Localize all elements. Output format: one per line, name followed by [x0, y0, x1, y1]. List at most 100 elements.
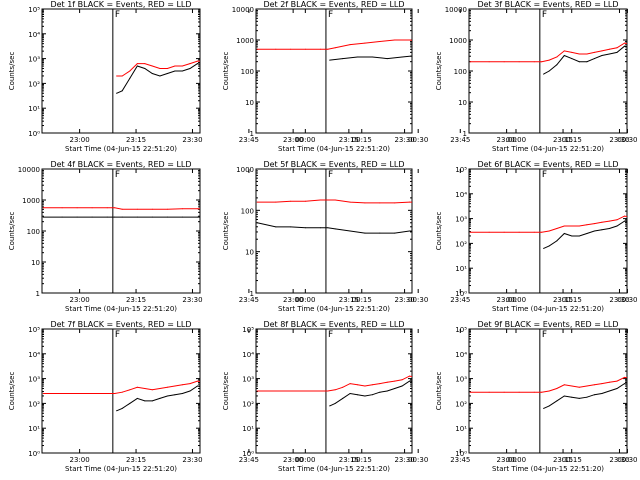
series-point-lld — [624, 376, 625, 378]
series-point-lld — [386, 381, 388, 383]
y-tick-label: 10¹ — [28, 425, 40, 433]
series-point-lld — [61, 393, 63, 394]
y-tick-label: 100 — [27, 228, 40, 236]
series-point-events — [601, 229, 603, 231]
series-point-lld — [197, 208, 198, 210]
series-point-lld — [181, 65, 183, 67]
y-tick-label: 10⁴ — [28, 351, 40, 359]
series-point-events — [197, 63, 198, 65]
series-point-lld — [305, 48, 306, 50]
x-tick-label: 23:15 — [553, 456, 573, 464]
series-line-events — [329, 55, 412, 61]
series-point-events — [151, 73, 153, 74]
x-tick-label: 00:30 — [408, 296, 428, 304]
series-group — [469, 376, 627, 409]
chart-panel-det4f: Det 4f BLACK = Events, RED = LLD11010010… — [8, 160, 428, 313]
series-point-lld — [76, 207, 78, 209]
series-point-lld — [275, 201, 277, 203]
series-point-events — [197, 216, 198, 218]
series-point-events — [329, 59, 331, 61]
series-point-lld — [518, 391, 520, 393]
series-point-events — [578, 397, 580, 399]
marker-label: F — [328, 170, 333, 180]
x-tick-label: 00:30 — [408, 136, 428, 144]
y-tick-label: 10¹ — [455, 265, 467, 273]
x-tick-label: 00:15 — [352, 136, 372, 144]
series-point-lld — [42, 207, 44, 209]
y-tick-label: 10⁰ — [455, 450, 467, 458]
x-tick-label: 00:30 — [617, 296, 637, 304]
y-tick-label: 1000 — [236, 166, 254, 174]
series-point-lld — [121, 75, 123, 77]
series-point-lld — [409, 39, 410, 41]
series-point-events — [386, 390, 388, 392]
series-point-events — [189, 390, 191, 392]
series-point-events — [624, 45, 625, 47]
x-tick-label: 23:15 — [339, 296, 359, 304]
series-point-events — [624, 220, 625, 222]
x-tick-label: 00:15 — [352, 456, 372, 464]
series-point-events — [91, 216, 93, 218]
series-point-events — [548, 405, 550, 407]
series-point-lld — [349, 201, 351, 203]
x-tick-label: 23:30 — [182, 136, 202, 144]
x-tick-label: 23:00 — [283, 296, 303, 304]
x-tick-label: 23:45 — [450, 456, 470, 464]
y-tick-label: 1 — [250, 290, 254, 298]
y-tick-label: 10⁰ — [28, 450, 40, 458]
series-point-events — [151, 216, 153, 218]
series-point-events — [305, 227, 306, 229]
series-point-lld — [563, 384, 565, 386]
series-point-lld — [586, 385, 588, 387]
y-tick-label: 10 — [245, 99, 254, 107]
series-point-lld — [488, 61, 490, 63]
series-group — [256, 199, 412, 234]
series-group — [256, 39, 412, 61]
series-point-events — [608, 53, 610, 55]
series-point-events — [616, 51, 618, 53]
x-axis-label: Start Time (04-Jun-15 22:51:20) — [492, 145, 604, 153]
series-point-events — [275, 226, 277, 228]
y-axis-label: Counts/sec — [8, 212, 16, 251]
series-point-events — [136, 216, 138, 218]
y-axis-label: Counts/sec — [8, 372, 16, 411]
series-point-lld — [106, 393, 108, 394]
series-point-lld — [578, 225, 580, 227]
y-axis-label: Counts/sec — [435, 372, 443, 411]
series-point-lld — [189, 383, 191, 385]
plot-frame — [255, 328, 413, 454]
series-point-lld — [608, 381, 610, 383]
series-point-lld — [144, 388, 146, 389]
series-point-lld — [578, 386, 580, 388]
chart-title: Det 3f BLACK = Events, RED = LLD — [477, 0, 618, 9]
series-point-events — [159, 75, 161, 77]
series-line-lld — [43, 380, 200, 394]
y-tick-label: 1000 — [236, 37, 254, 45]
y-tick-label: 10³ — [242, 376, 254, 384]
y-tick-label: 10 — [458, 99, 467, 107]
series-point-lld — [533, 231, 535, 233]
series-point-events — [181, 216, 183, 218]
series-point-lld — [129, 70, 131, 72]
series-point-lld — [151, 208, 153, 210]
series-point-events — [371, 394, 373, 396]
series-point-events — [189, 68, 191, 69]
x-tick-label: 23:30 — [609, 136, 629, 144]
series-point-events — [144, 68, 146, 69]
x-tick-label: 23:30 — [394, 136, 414, 144]
series-point-events — [76, 216, 78, 218]
x-tick-label: 23:30 — [182, 296, 202, 304]
series-point-lld — [556, 228, 558, 229]
series-point-lld — [469, 61, 471, 63]
x-tick-label: 23:30 — [394, 456, 414, 464]
series-point-lld — [624, 215, 625, 217]
y-tick-label: 10⁴ — [242, 351, 254, 359]
y-tick-label: 10000 — [232, 6, 254, 14]
series-point-lld — [586, 224, 588, 226]
series-point-lld — [601, 50, 603, 52]
series-point-events — [586, 61, 588, 63]
x-axis-label: Start Time (04-Jun-15 22:51:20) — [278, 305, 390, 313]
y-axis-label: Counts/sec — [222, 52, 230, 91]
series-point-events — [327, 227, 329, 229]
